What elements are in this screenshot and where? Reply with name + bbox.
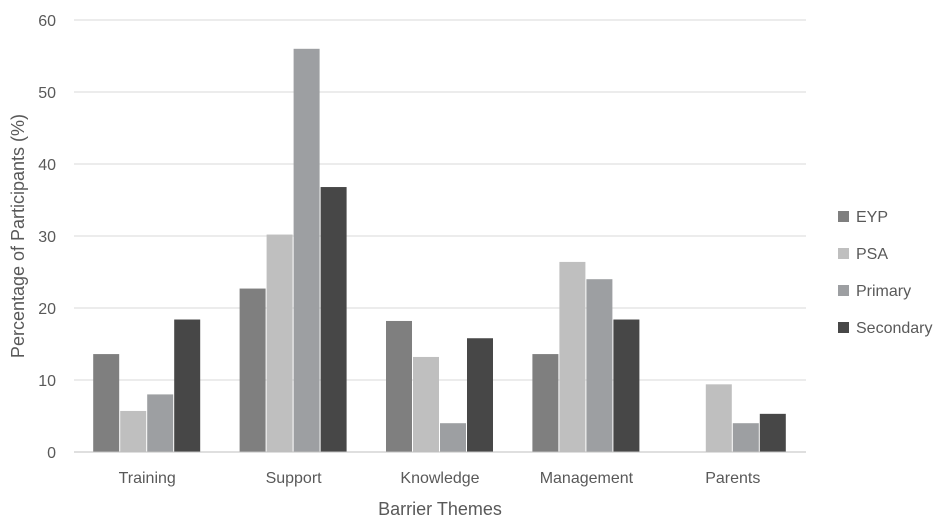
legend-swatch [838, 248, 849, 259]
legend-swatch [838, 285, 849, 296]
x-tick-label: Parents [705, 470, 760, 487]
legend-label: Secondary [856, 320, 933, 337]
bar-eyp-management [532, 354, 559, 452]
bar-psa-management [559, 261, 586, 452]
y-tick-label: 20 [38, 301, 56, 318]
y-axis-ticks: 0 10 20 30 40 50 60 [38, 13, 56, 462]
y-tick-label: 0 [47, 445, 56, 462]
y-tick-label: 10 [38, 373, 56, 390]
bar-primary-training [147, 394, 174, 452]
legend-label: PSA [856, 246, 888, 263]
bar-secondary-support [320, 187, 347, 453]
bar-secondary-management [613, 319, 640, 452]
bar-eyp-knowledge [386, 320, 412, 452]
y-tick-label: 50 [38, 85, 56, 102]
bar-psa-knowledge [413, 356, 439, 452]
bar-primary-support [293, 48, 320, 453]
bar-eyp-training [93, 354, 120, 452]
bar-secondary-training [174, 319, 201, 452]
legend-swatch [838, 211, 849, 222]
bar-eyp-support [239, 288, 266, 452]
legend-swatch [838, 322, 849, 333]
x-axis-title: Barrier Themes [378, 499, 502, 517]
x-tick-label: Support [266, 470, 323, 487]
y-tick-label: 30 [38, 229, 56, 246]
x-tick-label: Management [540, 470, 634, 487]
bars [93, 48, 786, 453]
y-tick-label: 60 [38, 13, 56, 30]
x-tick-label: Training [119, 470, 176, 487]
gridlines [74, 19, 806, 381]
bar-psa-support [266, 234, 293, 452]
legend: EYP PSA Primary Secondary [838, 209, 933, 337]
bar-secondary-parents [759, 413, 786, 452]
bar-psa-parents [705, 384, 732, 452]
y-tick-label: 40 [38, 157, 56, 174]
x-tick-label: Knowledge [400, 470, 479, 487]
x-axis-ticks: Training Support Knowledge Management Parent… [119, 470, 761, 487]
bar-psa-training [120, 410, 147, 452]
bar-primary-management [586, 279, 613, 452]
legend-label: EYP [856, 209, 888, 226]
bar-primary-knowledge [440, 423, 466, 452]
bar-primary-parents [732, 423, 759, 452]
legend-label: Primary [856, 283, 911, 300]
y-axis-title: Percentage of Participants (%) [8, 114, 28, 358]
bar-secondary-knowledge [467, 338, 493, 452]
